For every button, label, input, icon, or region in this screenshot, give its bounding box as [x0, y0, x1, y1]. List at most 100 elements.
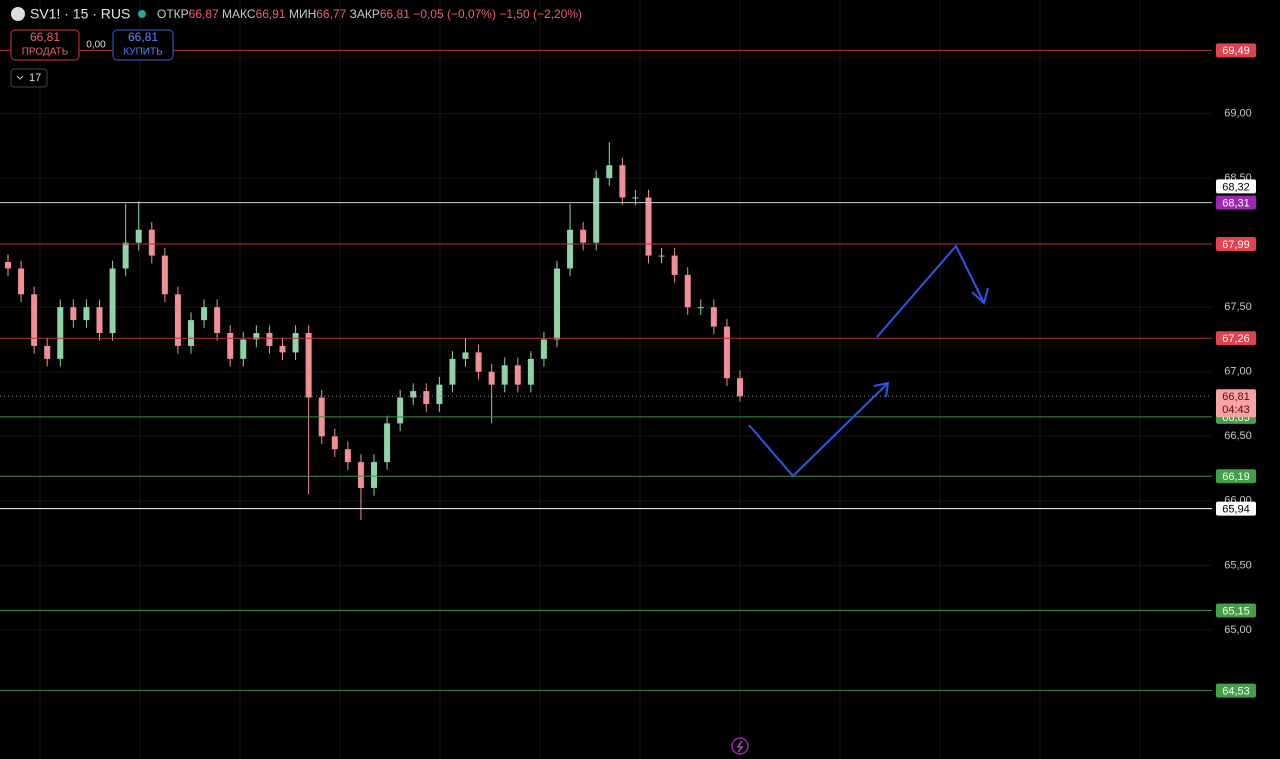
indicators-toggle[interactable]	[10, 68, 48, 88]
candle-body	[227, 333, 234, 359]
y-tick-label: 66,50	[1224, 430, 1252, 442]
candle-body	[122, 242, 129, 269]
candle-body	[292, 333, 299, 353]
symbol-icon	[11, 7, 25, 21]
level-label-bg	[1216, 501, 1256, 516]
candle-body	[514, 365, 521, 385]
y-tick-label: 67,50	[1224, 301, 1252, 313]
candle-body	[449, 358, 456, 385]
label: МАКС	[222, 7, 256, 21]
level-label-bg	[1216, 331, 1256, 346]
level-label: 65,94	[1222, 503, 1250, 515]
candle-body	[658, 255, 665, 257]
candle-body	[527, 358, 534, 385]
y-tick-label: 69,00	[1224, 107, 1252, 119]
label: ОТКР	[157, 7, 189, 21]
symbol: SV1! · 15 · RUS	[30, 6, 130, 22]
change: −0,05 (−0,07%)	[413, 7, 496, 21]
y-tick-label: 65,50	[1224, 559, 1252, 571]
candle-body	[580, 229, 587, 243]
buy-button[interactable]	[112, 29, 174, 61]
candle-body	[357, 462, 364, 488]
level-label: 69,49	[1222, 45, 1250, 57]
candle-body	[737, 378, 743, 397]
level-label: 68,31	[1222, 198, 1250, 210]
ohlc: ОТКР66,87 МАКС66,91 МИН66,77 ЗАКР66,81 −…	[157, 7, 582, 21]
level-label-bg	[1216, 469, 1256, 484]
candle-body	[384, 423, 391, 463]
buy-label: КУПИТЬ	[123, 47, 163, 58]
level-label: 65,15	[1222, 605, 1250, 617]
candle-body	[44, 345, 51, 359]
value: 66,81	[380, 7, 410, 21]
candle-body	[18, 268, 25, 295]
candle-body	[567, 229, 574, 269]
candle-body	[5, 262, 11, 269]
status-dot	[138, 10, 146, 18]
lightning-button[interactable]	[731, 737, 749, 755]
y-tick-label: 65,00	[1224, 624, 1252, 636]
projection-arrow	[876, 244, 985, 338]
candle-body	[135, 229, 142, 243]
candle-body	[83, 307, 90, 321]
sell-button[interactable]	[10, 29, 80, 61]
candle-body	[57, 307, 64, 359]
level-label: 67,26	[1222, 333, 1250, 345]
candle-body	[96, 307, 103, 334]
candle-body	[331, 436, 338, 450]
label: ЗАКР	[350, 7, 380, 21]
value: 66,87	[189, 7, 219, 21]
level-label-bg	[1216, 43, 1256, 58]
current-price-label: 66,81	[1222, 391, 1250, 403]
candle-body	[174, 294, 181, 346]
candle-body	[31, 294, 38, 346]
level-label: 64,53	[1222, 685, 1250, 697]
lightning-icon	[736, 740, 744, 753]
candle-body	[488, 371, 495, 385]
level-label: 68,32	[1222, 181, 1250, 193]
candle-body	[462, 352, 469, 359]
sell-label: ПРОДАТЬ	[22, 47, 69, 58]
candle-body	[109, 268, 116, 334]
chevron	[16, 75, 24, 80]
candle-body	[632, 197, 639, 199]
label: МИН	[289, 7, 316, 21]
candle-body	[645, 197, 652, 256]
candle-body	[501, 365, 508, 385]
candle-body	[554, 268, 560, 340]
candle-body	[214, 307, 221, 334]
candle-body	[148, 229, 155, 256]
level-label-bg	[1216, 236, 1256, 251]
sell-price: 66,81	[30, 30, 60, 44]
candle-body	[161, 255, 168, 295]
drawings	[748, 244, 989, 478]
value: 66,77	[316, 7, 346, 21]
arrow-head	[971, 287, 989, 305]
candle-body	[344, 449, 351, 463]
candle-body	[423, 391, 430, 405]
arrow-head	[873, 381, 890, 398]
candle-body	[371, 462, 377, 488]
candle-body	[279, 345, 286, 353]
level-label-bg	[1216, 179, 1256, 194]
candle-body	[710, 307, 717, 327]
candle-body	[240, 339, 247, 359]
candle-body	[723, 326, 730, 379]
level-label: 66,19	[1222, 471, 1250, 483]
level-label: 67,99	[1222, 239, 1250, 251]
candle-body	[397, 397, 404, 424]
candle-body	[188, 320, 194, 346]
candle-body	[540, 339, 547, 359]
projection-arrow	[748, 382, 889, 478]
header: SV1! · 15 · RUS ОТКР66,87 МАКС66,91 МИН6…	[10, 6, 582, 88]
spread: 0,00	[86, 40, 106, 51]
candle-body	[593, 178, 600, 243]
countdown: 04:43	[1222, 404, 1250, 416]
candle-body	[253, 333, 260, 340]
indicator-count: 17	[29, 72, 41, 84]
value: 66,91	[256, 7, 286, 21]
candle-body	[410, 391, 417, 398]
candle-body	[619, 165, 626, 198]
